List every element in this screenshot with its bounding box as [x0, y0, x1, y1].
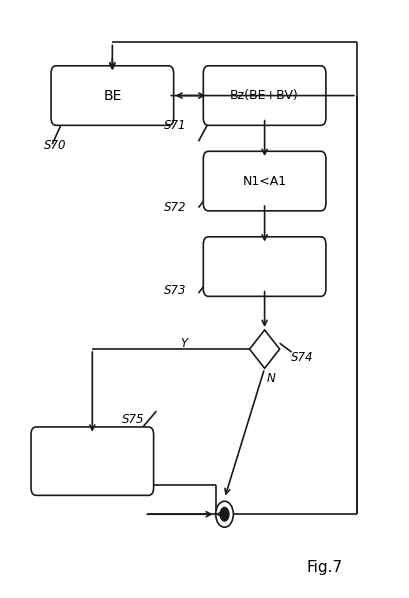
Text: S71: S71 — [164, 118, 187, 132]
Text: Y: Y — [180, 337, 188, 350]
Text: S74: S74 — [291, 352, 313, 364]
FancyBboxPatch shape — [203, 237, 326, 297]
Text: S72: S72 — [164, 201, 187, 214]
FancyBboxPatch shape — [203, 66, 326, 126]
Text: Bz(BE+BV): Bz(BE+BV) — [230, 89, 299, 102]
Circle shape — [216, 501, 234, 527]
Text: Fig.7: Fig.7 — [307, 560, 343, 575]
Polygon shape — [249, 330, 280, 368]
Text: S70: S70 — [44, 139, 67, 152]
FancyBboxPatch shape — [203, 151, 326, 211]
Text: N1<A1: N1<A1 — [243, 175, 287, 188]
FancyBboxPatch shape — [51, 66, 174, 126]
Text: BE: BE — [103, 89, 121, 103]
Text: N: N — [267, 372, 275, 385]
Text: S75: S75 — [122, 413, 145, 426]
FancyBboxPatch shape — [31, 427, 154, 495]
Text: S73: S73 — [164, 283, 187, 297]
Circle shape — [219, 507, 229, 521]
